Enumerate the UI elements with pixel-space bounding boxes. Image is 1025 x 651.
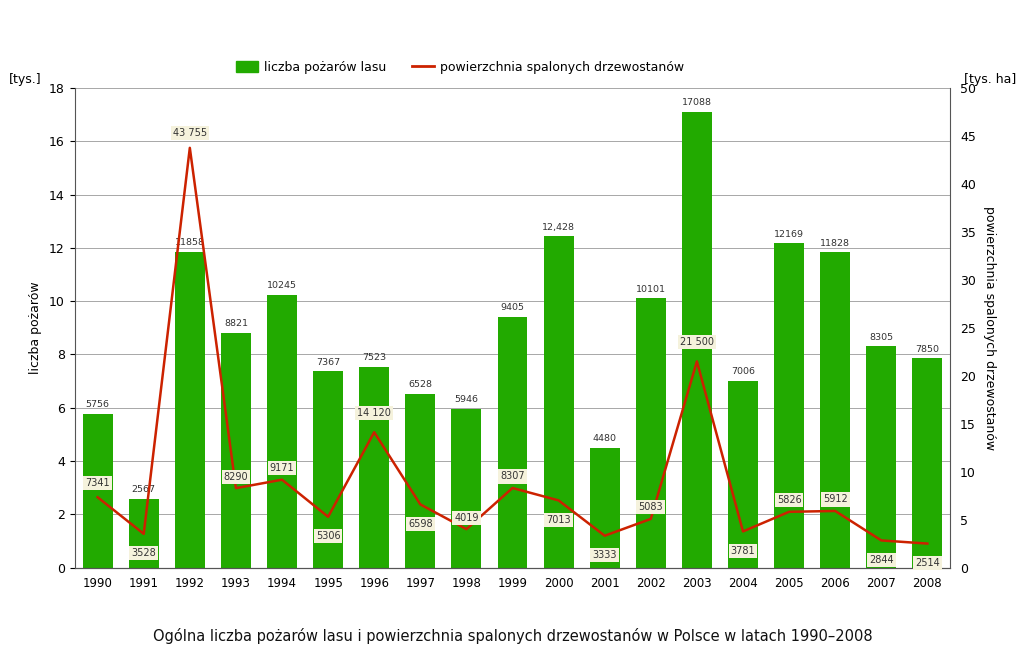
- Bar: [820, 253, 850, 568]
- Bar: [497, 317, 528, 568]
- Text: 10245: 10245: [268, 281, 297, 290]
- Text: 12,428: 12,428: [542, 223, 575, 232]
- Text: 9171: 9171: [270, 464, 294, 473]
- Text: Ogólna liczba pożarów lasu i powierzchnia spalonych drzewostanów w Polsce w lata: Ogólna liczba pożarów lasu i powierzchni…: [153, 628, 872, 644]
- Bar: [313, 371, 343, 568]
- Text: 5912: 5912: [823, 495, 848, 505]
- Text: 7523: 7523: [362, 353, 386, 363]
- Bar: [359, 367, 390, 568]
- Text: 14 120: 14 120: [358, 408, 392, 418]
- Text: 5946: 5946: [454, 395, 479, 404]
- Text: [tys. ha]: [tys. ha]: [964, 72, 1016, 85]
- Bar: [221, 333, 251, 568]
- Text: 8307: 8307: [500, 471, 525, 482]
- Text: 4019: 4019: [454, 512, 479, 523]
- Text: [tys.]: [tys.]: [9, 72, 42, 85]
- Text: 7013: 7013: [546, 514, 571, 525]
- Text: 17088: 17088: [682, 98, 712, 107]
- Bar: [682, 112, 712, 568]
- Text: 11828: 11828: [820, 239, 850, 247]
- Text: 7341: 7341: [85, 478, 110, 488]
- Bar: [268, 295, 297, 568]
- Text: 7367: 7367: [316, 357, 340, 367]
- Bar: [405, 394, 436, 568]
- Text: 7006: 7006: [731, 367, 755, 376]
- Text: 8821: 8821: [223, 319, 248, 328]
- Bar: [728, 381, 757, 568]
- Bar: [636, 298, 666, 568]
- Text: 10101: 10101: [636, 284, 666, 294]
- Bar: [129, 499, 159, 568]
- Bar: [912, 359, 942, 568]
- Text: 3528: 3528: [131, 548, 156, 558]
- Text: 4480: 4480: [592, 434, 617, 443]
- Y-axis label: powierzchnia spalonych drzewostanów: powierzchnia spalonych drzewostanów: [983, 206, 995, 450]
- Text: 12169: 12169: [774, 230, 804, 238]
- Text: 8305: 8305: [869, 333, 894, 342]
- Text: 7850: 7850: [915, 344, 939, 353]
- Text: 3333: 3333: [592, 550, 617, 560]
- Text: 6598: 6598: [408, 519, 433, 529]
- Text: 21 500: 21 500: [680, 337, 713, 347]
- Bar: [175, 252, 205, 568]
- Bar: [543, 236, 574, 568]
- Text: 9405: 9405: [500, 303, 525, 312]
- Y-axis label: liczba pożarów: liczba pożarów: [29, 281, 42, 374]
- Bar: [83, 414, 113, 568]
- Text: 5826: 5826: [777, 495, 802, 505]
- Legend: liczba pożarów lasu, powierzchnia spalonych drzewostanów: liczba pożarów lasu, powierzchnia spalon…: [231, 56, 690, 79]
- Text: 5756: 5756: [86, 400, 110, 409]
- Text: 2844: 2844: [869, 555, 894, 564]
- Text: 3781: 3781: [731, 546, 755, 555]
- Bar: [866, 346, 896, 568]
- Bar: [774, 243, 804, 568]
- Text: 2514: 2514: [915, 558, 940, 568]
- Text: 11858: 11858: [175, 238, 205, 247]
- Text: 8290: 8290: [223, 471, 248, 482]
- Text: 43 755: 43 755: [173, 128, 207, 139]
- Text: 2567: 2567: [132, 486, 156, 495]
- Bar: [451, 409, 482, 568]
- Bar: [589, 449, 620, 568]
- Text: 6528: 6528: [408, 380, 433, 389]
- Text: 5083: 5083: [639, 503, 663, 512]
- Text: 5306: 5306: [316, 531, 340, 541]
